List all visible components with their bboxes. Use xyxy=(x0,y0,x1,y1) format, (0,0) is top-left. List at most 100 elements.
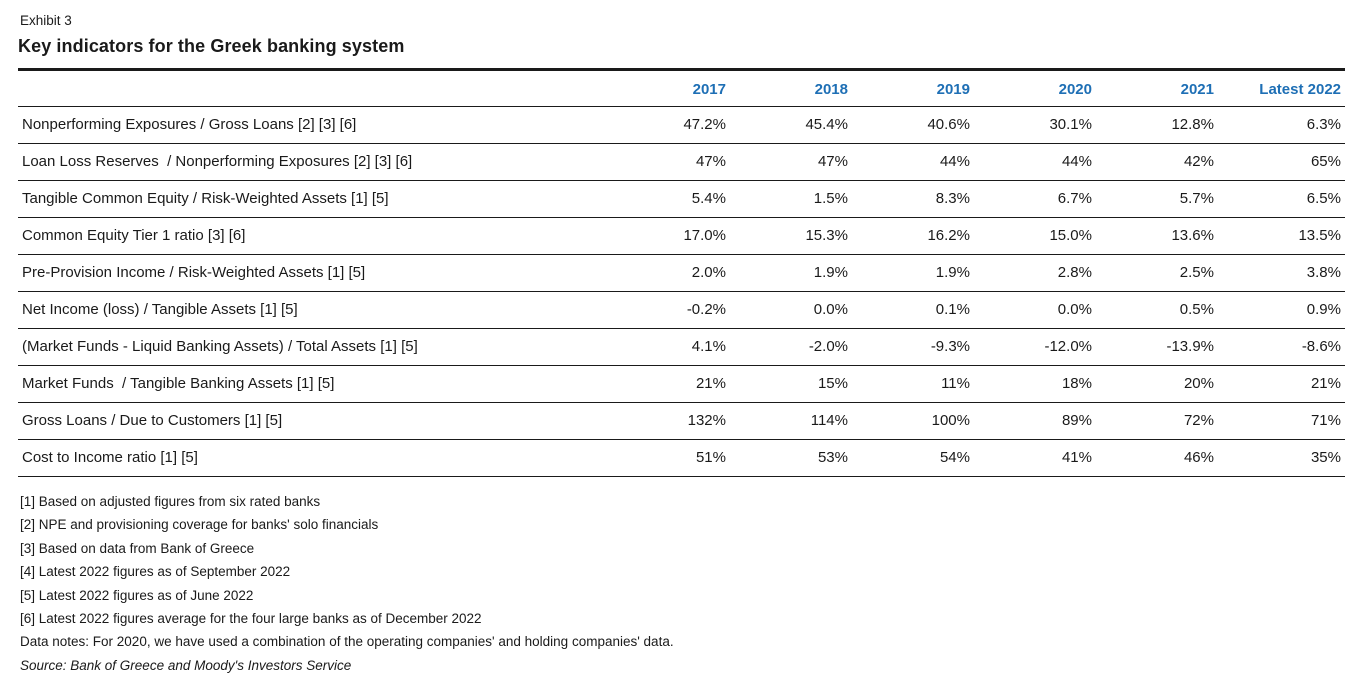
row-value: 13.6% xyxy=(1092,217,1214,255)
row-value: 114% xyxy=(726,402,848,440)
table-row: Nonperforming Exposures / Gross Loans [2… xyxy=(18,106,1345,144)
row-value: 41% xyxy=(970,439,1092,477)
row-value: 44% xyxy=(848,143,970,181)
column-header-empty xyxy=(18,69,604,107)
row-label: Market Funds / Tangible Banking Assets [… xyxy=(18,365,604,403)
exhibit-title: Key indicators for the Greek banking sys… xyxy=(18,36,405,56)
row-value: -2.0% xyxy=(726,328,848,366)
row-value: 53% xyxy=(726,439,848,477)
row-value: 45.4% xyxy=(726,106,848,144)
footnotes-block: [1] Based on adjusted figures from six r… xyxy=(18,490,1345,677)
footnote: [5] Latest 2022 figures as of June 2022 xyxy=(20,587,254,603)
row-value: 132% xyxy=(604,402,726,440)
table-row: Pre-Provision Income / Risk-Weighted Ass… xyxy=(18,254,1345,292)
row-value: 6.5% xyxy=(1214,180,1345,218)
row-value: 3.8% xyxy=(1214,254,1345,292)
table-row: Net Income (loss) / Tangible Assets [1] … xyxy=(18,291,1345,329)
row-value: -9.3% xyxy=(848,328,970,366)
row-value: 51% xyxy=(604,439,726,477)
row-value: 15.3% xyxy=(726,217,848,255)
row-value: 1.9% xyxy=(848,254,970,292)
row-value: 0.5% xyxy=(1092,291,1214,329)
column-header-2019: 2019 xyxy=(848,69,970,107)
indicators-table: 2017 2018 2019 2020 2021 Latest 2022 Non… xyxy=(18,68,1345,477)
row-label: Cost to Income ratio [1] [5] xyxy=(18,439,604,477)
column-header-2021: 2021 xyxy=(1092,69,1214,107)
footnote: [6] Latest 2022 figures average for the … xyxy=(20,611,482,627)
column-header-2017: 2017 xyxy=(604,69,726,107)
table-header-row: 2017 2018 2019 2020 2021 Latest 2022 xyxy=(18,69,1345,107)
row-label: Nonperforming Exposures / Gross Loans [2… xyxy=(18,106,604,144)
row-value: -12.0% xyxy=(970,328,1092,366)
row-value: 4.1% xyxy=(604,328,726,366)
row-value: 18% xyxy=(970,365,1092,403)
footnote: [4] Latest 2022 figures as of September … xyxy=(20,564,291,580)
row-label: Loan Loss Reserves / Nonperforming Expos… xyxy=(18,143,604,181)
row-value: 8.3% xyxy=(848,180,970,218)
table-row: Cost to Income ratio [1] [5] 51% 53% 54%… xyxy=(18,439,1345,477)
table-row: Tangible Common Equity / Risk-Weighted A… xyxy=(18,180,1345,218)
row-value: 47.2% xyxy=(604,106,726,144)
row-value: 2.5% xyxy=(1092,254,1214,292)
row-value: 54% xyxy=(848,439,970,477)
footnote: [3] Based on data from Bank of Greece xyxy=(20,540,255,556)
table-row: Common Equity Tier 1 ratio [3] [6] 17.0%… xyxy=(18,217,1345,255)
row-value: 2.0% xyxy=(604,254,726,292)
row-value: 5.4% xyxy=(604,180,726,218)
row-value: 6.3% xyxy=(1214,106,1345,144)
footnote: [2] NPE and provisioning coverage for ba… xyxy=(20,517,379,533)
row-label: Pre-Provision Income / Risk-Weighted Ass… xyxy=(18,254,604,292)
exhibit-label: Exhibit 3 xyxy=(20,13,72,28)
row-value: 1.5% xyxy=(726,180,848,218)
row-label: Common Equity Tier 1 ratio [3] [6] xyxy=(18,217,604,255)
row-value: 71% xyxy=(1214,402,1345,440)
column-header-2020: 2020 xyxy=(970,69,1092,107)
table-row: Market Funds / Tangible Banking Assets [… xyxy=(18,365,1345,403)
column-header-latest-2022: Latest 2022 xyxy=(1214,69,1345,107)
row-value: 40.6% xyxy=(848,106,970,144)
row-value: 16.2% xyxy=(848,217,970,255)
row-value: 21% xyxy=(1214,365,1345,403)
row-value: 42% xyxy=(1092,143,1214,181)
row-value: 46% xyxy=(1092,439,1214,477)
source-line: Source: Bank of Greece and Moody's Inves… xyxy=(20,657,352,673)
row-value: -0.2% xyxy=(604,291,726,329)
row-label: Gross Loans / Due to Customers [1] [5] xyxy=(18,402,604,440)
row-value: 20% xyxy=(1092,365,1214,403)
row-value: 0.0% xyxy=(970,291,1092,329)
row-value: 47% xyxy=(604,143,726,181)
row-value: 17.0% xyxy=(604,217,726,255)
row-label: (Market Funds - Liquid Banking Assets) /… xyxy=(18,328,604,366)
row-value: 12.8% xyxy=(1092,106,1214,144)
row-value: 6.7% xyxy=(970,180,1092,218)
row-value: 0.0% xyxy=(726,291,848,329)
row-value: -13.9% xyxy=(1092,328,1214,366)
row-value: 47% xyxy=(726,143,848,181)
row-value: 21% xyxy=(604,365,726,403)
row-value: 89% xyxy=(970,402,1092,440)
row-value: 44% xyxy=(970,143,1092,181)
row-value: 0.9% xyxy=(1214,291,1345,329)
row-value: 15.0% xyxy=(970,217,1092,255)
row-value: 65% xyxy=(1214,143,1345,181)
column-header-2018: 2018 xyxy=(726,69,848,107)
row-value: 13.5% xyxy=(1214,217,1345,255)
row-value: 11% xyxy=(848,365,970,403)
row-value: 5.7% xyxy=(1092,180,1214,218)
row-value: 30.1% xyxy=(970,106,1092,144)
table-row: Loan Loss Reserves / Nonperforming Expos… xyxy=(18,143,1345,181)
row-value: 1.9% xyxy=(726,254,848,292)
table-row: Gross Loans / Due to Customers [1] [5] 1… xyxy=(18,402,1345,440)
table-row: (Market Funds - Liquid Banking Assets) /… xyxy=(18,328,1345,366)
row-value: 100% xyxy=(848,402,970,440)
row-value: 15% xyxy=(726,365,848,403)
data-notes-line: Data notes: For 2020, we have used a com… xyxy=(20,634,674,650)
footnote: [1] Based on adjusted figures from six r… xyxy=(20,494,321,509)
row-label: Net Income (loss) / Tangible Assets [1] … xyxy=(18,291,604,329)
row-value: 35% xyxy=(1214,439,1345,477)
row-value: 72% xyxy=(1092,402,1214,440)
row-value: -8.6% xyxy=(1214,328,1345,366)
row-value: 0.1% xyxy=(848,291,970,329)
row-label: Tangible Common Equity / Risk-Weighted A… xyxy=(18,180,604,218)
table-body: Nonperforming Exposures / Gross Loans [2… xyxy=(18,106,1345,477)
